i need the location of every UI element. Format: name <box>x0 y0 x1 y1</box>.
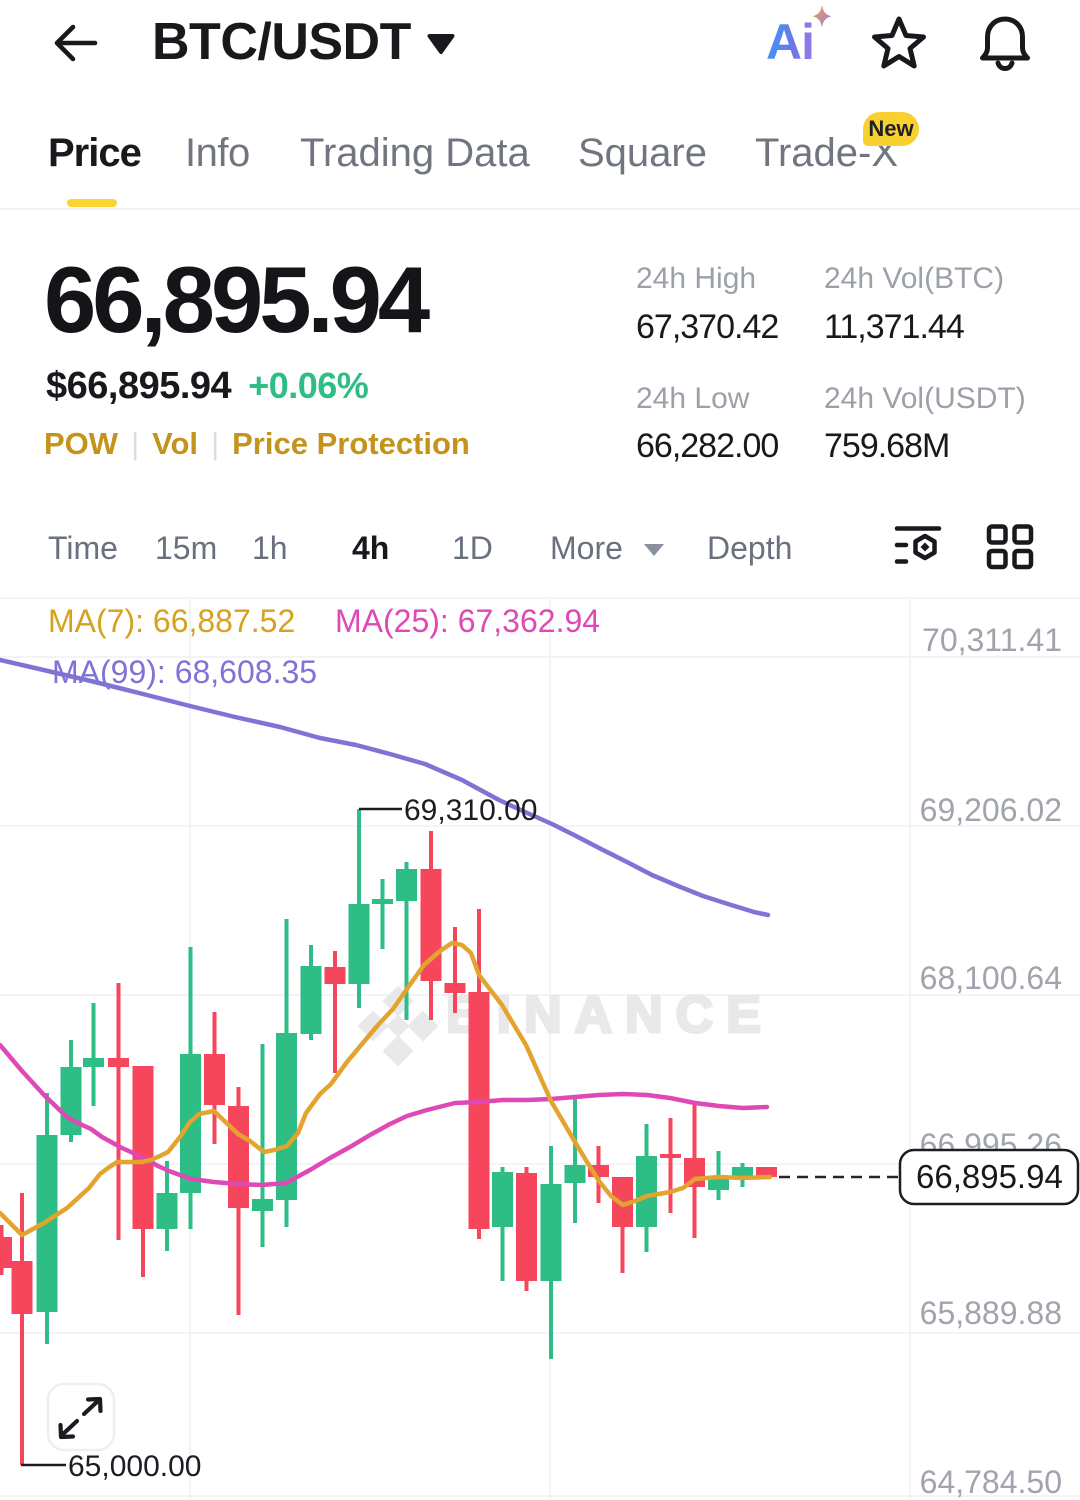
svg-text:MA(7): 66,887.52: MA(7): 66,887.52 <box>48 603 295 639</box>
svg-text:69,206.02: 69,206.02 <box>920 792 1062 828</box>
svg-text:68,100.64: 68,100.64 <box>920 960 1062 996</box>
svg-text:69,310.00: 69,310.00 <box>404 794 537 827</box>
svg-text:BINANCE: BINANCE <box>446 986 774 1044</box>
svg-text:65,000.00: 65,000.00 <box>68 1450 201 1483</box>
svg-text:MA(25): 67,362.94: MA(25): 67,362.94 <box>335 603 600 639</box>
svg-text:66,895.94: 66,895.94 <box>916 1158 1063 1195</box>
svg-text:64,784.50: 64,784.50 <box>920 1464 1062 1500</box>
svg-text:70,311.41: 70,311.41 <box>922 622 1062 658</box>
svg-text:65,889.88: 65,889.88 <box>920 1295 1062 1331</box>
svg-text:MA(99): 68,608.35: MA(99): 68,608.35 <box>52 654 317 690</box>
